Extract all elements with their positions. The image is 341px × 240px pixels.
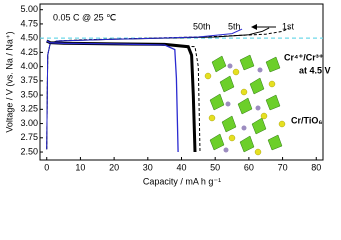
series-label: 1st [282,21,295,31]
x-tick-label: 30 [143,162,153,172]
y-tick-label: 2.75 [20,132,38,142]
y-axis-label: Voltage / V (vs. Na / Na⁺) [4,31,14,132]
y-tick-label: 5.00 [20,4,38,14]
x-tick-label: 0 [44,162,49,172]
x-tick-label: 80 [311,162,321,172]
series-line [46,28,243,150]
x-tick-label: 70 [278,162,288,172]
structure-label: Cr/TiO₆ [291,115,322,125]
series-label: 50th [193,21,211,31]
condition-label: 0.05 C @ 25 ℃ [53,12,116,22]
y-tick-label: 3.50 [20,89,38,99]
x-tick-label: 40 [176,162,186,172]
redox-voltage-label: at 4.5 V [299,65,331,75]
y-tick-label: 3.75 [20,75,38,85]
y-tick-label: 4.25 [20,47,38,57]
y-tick-label: 4.00 [20,61,38,71]
y-tick-label: 2.50 [20,146,38,156]
x-tick-label: 20 [109,162,119,172]
y-tick-label: 3.00 [20,118,38,128]
x-tick-label: 50 [210,162,220,172]
series-line [46,39,197,153]
y-tick-label: 4.50 [20,33,38,43]
x-tick-label: 60 [244,162,254,172]
page: {"chart_data":{"type":"line", "x_label":… [4,3,331,187]
x-tick-label: 10 [75,162,85,172]
series-line [46,41,201,153]
chart: 0.05 C @ 25 ℃ Cr⁴⁺/Cr³⁺ at 4.5 V Cr/TiO₆… [4,3,331,186]
series-label: 5th [228,21,241,31]
y-tick-label: 3.25 [20,104,38,114]
y-tick-label: 4.75 [20,18,38,28]
redox-label: Cr⁴⁺/Cr³⁺ [284,52,324,62]
crystal-structure [204,54,286,157]
series-line [46,40,179,153]
x-axis-label: Capacity / mA h g⁻¹ [143,176,221,186]
